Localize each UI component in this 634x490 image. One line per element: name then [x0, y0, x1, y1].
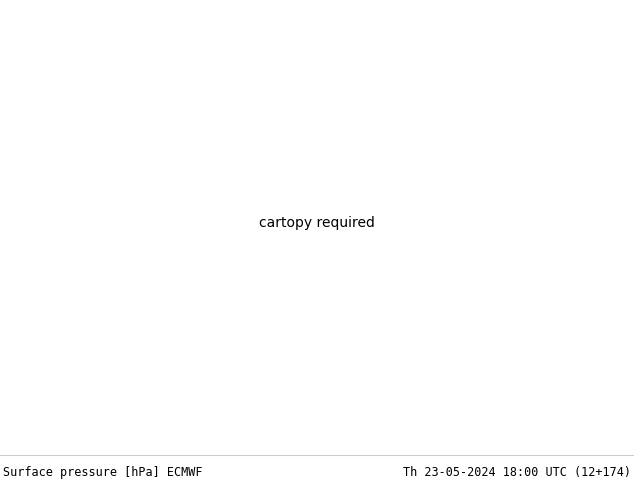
Text: Surface pressure [hPa] ECMWF: Surface pressure [hPa] ECMWF [3, 466, 203, 479]
Text: cartopy required: cartopy required [259, 217, 375, 230]
Text: Th 23-05-2024 18:00 UTC (12+174): Th 23-05-2024 18:00 UTC (12+174) [403, 466, 631, 479]
